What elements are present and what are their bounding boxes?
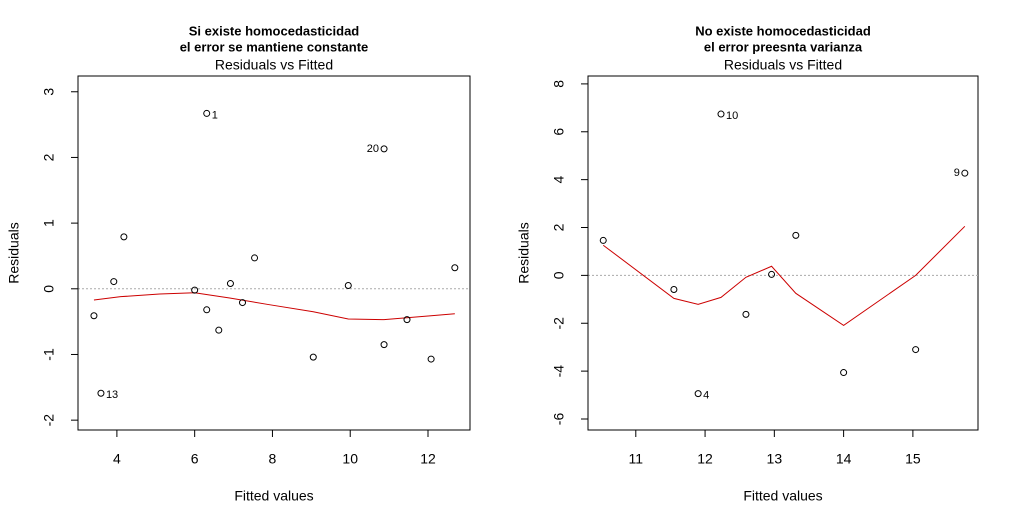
x-tick-label: 4	[113, 451, 121, 467]
point-label: 1	[212, 109, 218, 121]
x-tick-label: 12	[420, 451, 436, 467]
y-tick-label: -6	[551, 413, 567, 426]
y-tick-label: 0	[551, 271, 567, 279]
point	[203, 109, 211, 117]
y-tick-label: 1	[41, 219, 57, 227]
chart-title: Residuals vs Fitted	[724, 57, 842, 73]
y-tick-label: -2	[41, 414, 57, 427]
point-label: 20	[367, 143, 379, 155]
point	[120, 233, 128, 241]
point	[451, 264, 459, 272]
point-label: 9	[954, 167, 960, 179]
point	[110, 278, 118, 286]
smooth-line	[602, 225, 966, 327]
caption: el error preesnta varianza	[704, 39, 863, 54]
point	[717, 110, 725, 118]
x-tick-label: 12	[697, 451, 713, 467]
x-tick-label: 13	[767, 451, 783, 467]
point	[912, 346, 920, 354]
point	[90, 312, 98, 320]
x-axis-label: Fitted values	[234, 488, 313, 504]
y-tick-label: 0	[41, 285, 57, 293]
point	[97, 389, 105, 397]
point	[203, 306, 211, 314]
point	[427, 355, 435, 363]
x-tick-label: 11	[629, 451, 644, 467]
point	[840, 369, 848, 377]
y-tick-label: -1	[41, 348, 57, 361]
point	[961, 169, 969, 177]
x-tick-label: 10	[342, 451, 358, 467]
chart-title: Residuals vs Fitted	[215, 57, 333, 73]
plot-box	[587, 75, 979, 431]
y-tick-label: -2	[551, 317, 567, 330]
caption: el error se mantiene constante	[180, 39, 369, 54]
y-tick-label: 4	[551, 176, 567, 184]
y-tick-label: 8	[551, 80, 567, 88]
x-tick-label: 8	[269, 451, 277, 467]
point-label: 4	[703, 390, 709, 402]
point	[742, 310, 750, 318]
y-tick-label: -4	[551, 365, 567, 378]
point	[768, 270, 776, 278]
y-axis-label: Residuals	[6, 222, 22, 283]
x-tick-label: 15	[905, 451, 921, 467]
smooth-line	[93, 292, 455, 321]
point	[191, 286, 199, 294]
point	[599, 236, 607, 244]
point	[239, 299, 246, 307]
caption: Si existe homocedasticidad	[189, 23, 360, 38]
x-axis-label: Fitted values	[743, 488, 822, 504]
point	[792, 231, 800, 239]
point-label: 10	[726, 110, 738, 122]
y-tick-label: 2	[41, 153, 57, 161]
y-axis-label: Residuals	[516, 222, 532, 283]
x-tick-label: 6	[191, 451, 199, 467]
point	[215, 326, 223, 334]
point	[403, 316, 411, 324]
plot-box	[77, 75, 471, 431]
y-tick-label: 2	[551, 223, 567, 231]
point	[309, 353, 317, 361]
point-label: 13	[106, 389, 118, 401]
caption: No existe homocedasticidad	[695, 23, 871, 38]
point	[226, 280, 234, 288]
point	[694, 390, 702, 398]
y-tick-label: 6	[551, 128, 567, 136]
x-tick-label: 14	[836, 451, 852, 467]
point	[380, 145, 388, 153]
point	[380, 341, 388, 349]
point	[670, 286, 678, 294]
y-tick-label: 3	[41, 88, 57, 96]
point	[251, 254, 259, 262]
point	[344, 282, 352, 290]
